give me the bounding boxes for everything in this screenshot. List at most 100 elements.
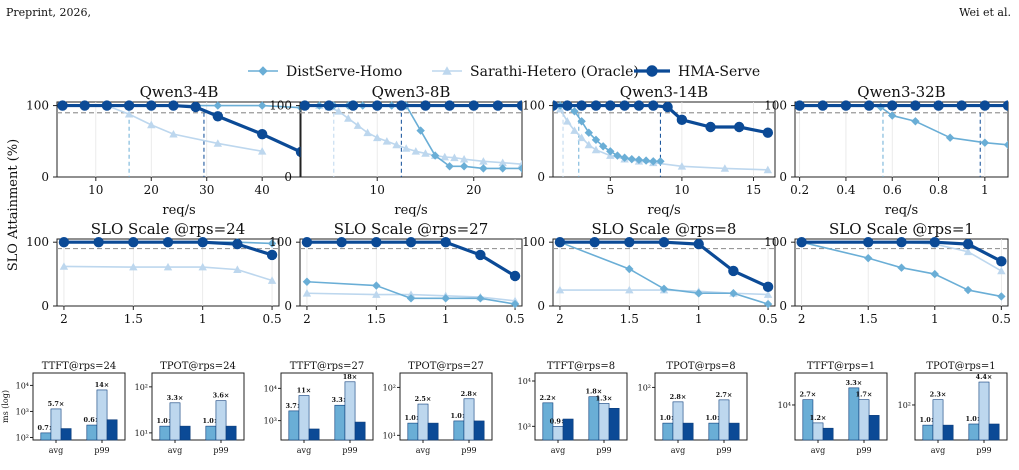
data-point-sarathi-hetero-oracle — [129, 262, 138, 271]
x-tick-label: avg — [297, 446, 311, 455]
data-point-sarathi-hetero-oracle — [479, 157, 488, 165]
axes-frame — [794, 372, 888, 441]
bar-distserve-homo-avg — [922, 424, 934, 441]
data-point-hma-serve — [589, 236, 600, 248]
data-point-hma-serve — [996, 256, 1007, 267]
x-tick-label: 2 — [60, 312, 68, 326]
data-point-sarathi-hetero-oracle — [124, 109, 134, 118]
x-tick-label: 1 — [981, 183, 989, 197]
bar-hma-serve-p99 — [868, 415, 880, 441]
data-point-hma-serve — [405, 236, 417, 248]
data-point-hma-serve — [93, 236, 104, 248]
y-tick-label: 10³ — [16, 407, 29, 416]
y-axis-label: ms (log) — [1, 390, 10, 423]
line-panel-qwen3-4b: 10 20 30 40 0 100 Qwen3-4B req/s — [26, 83, 302, 218]
data-point-sarathi-hetero-oracle — [233, 265, 242, 273]
x-tick-label: p99 — [596, 446, 611, 455]
x-tick-label: avg — [551, 446, 565, 455]
data-point-distserve-homo — [213, 101, 223, 110]
legend-label-distserve-homo: DistServe-Homo — [286, 64, 402, 80]
bar-distserve-homo-avg — [407, 422, 419, 441]
data-point-sarathi-hetero-oracle — [372, 290, 381, 298]
data-point-sarathi-hetero-oracle — [591, 145, 601, 154]
bar-sarathi-hetero-oracle-p99 — [463, 398, 475, 441]
data-point-hma-serve — [817, 100, 828, 111]
bar-distserve-homo-p99 — [453, 420, 465, 441]
data-point-distserve-homo — [888, 111, 897, 120]
bar-ratio-label: 2.7× — [799, 391, 816, 399]
bar-sarathi-hetero-oracle-p99 — [344, 381, 356, 441]
bar-ratio-label: 2.2× — [539, 394, 556, 402]
running-header-left: Preprint, 2026, — [6, 6, 91, 19]
panel-title: Qwen3-8B — [372, 83, 451, 101]
line-panel-slo-scale-rps-27: 2 1.5 1 0.5 0 100 SLO Scale @rps=27 — [269, 220, 525, 326]
data-point-distserve-homo — [729, 289, 738, 298]
panel-title: SLO Scale @rps=8 — [592, 220, 737, 238]
x-tick-label: 1.5 — [124, 312, 143, 326]
panel-title: Qwen3-14B — [620, 83, 708, 101]
data-point-sarathi-hetero-oracle — [334, 107, 343, 115]
data-point-hma-serve — [420, 100, 431, 111]
data-point-distserve-homo — [598, 142, 608, 151]
y-tick-label: 10⁴ — [518, 377, 531, 386]
panel-title: SLO Scale @rps=27 — [334, 220, 489, 238]
x-tick-label: 0.5 — [759, 312, 778, 326]
series-group — [554, 236, 774, 309]
data-point-sarathi-hetero-oracle — [302, 289, 312, 297]
data-point-sarathi-hetero-oracle — [373, 133, 382, 142]
x-tick-label: 0.6 — [883, 183, 902, 197]
data-point-sarathi-hetero-oracle — [763, 290, 773, 298]
x-tick-label: 20 — [466, 183, 481, 197]
data-point-hma-serve — [516, 100, 522, 111]
bar-sarathi-hetero-oracle-avg — [552, 426, 564, 441]
bar-ratio-label: 1.0× — [156, 417, 173, 425]
data-point-distserve-homo — [510, 299, 520, 309]
bar-ratio-label: 3.3× — [167, 394, 184, 402]
data-point-sarathi-hetero-oracle — [406, 290, 416, 298]
x-axis-label: req/s — [162, 203, 195, 218]
data-point-hma-serve — [58, 236, 70, 248]
bar-panel-tpot-rps-1: 10² 1.0× 2.3× avg 1.0× 4.4× p99 TPOT@rps=1 — [898, 361, 1008, 455]
bar-ratio-label: 14× — [95, 381, 110, 389]
data-point-sarathi-hetero-oracle — [577, 133, 586, 142]
x-tick-label: p99 — [716, 446, 731, 455]
x-tick-label: 10 — [370, 183, 385, 197]
data-point-hma-serve — [962, 238, 974, 250]
bar-sarathi-hetero-oracle-avg — [50, 408, 62, 441]
bar-distserve-homo-p99 — [86, 424, 98, 441]
series-group — [796, 236, 1007, 301]
data-point-hma-serve — [197, 236, 208, 248]
y-tick-label: 0 — [284, 299, 292, 313]
series-line-hma-serve — [801, 240, 1003, 263]
data-point-sarathi-hetero-oracle — [720, 164, 730, 172]
y-tick-label: 100 — [26, 99, 49, 113]
line-panel-slo-scale-rps-8: 2 1.5 1 0.5 0 100 SLO Scale @rps=8 — [522, 220, 778, 326]
bar-sarathi-hetero-oracle-p99 — [215, 400, 227, 441]
data-point-hma-serve — [190, 101, 201, 113]
legend-marker-sarathi-hetero-oracle — [442, 66, 452, 75]
series-line-hma-serve — [62, 103, 301, 154]
data-point-distserve-homo — [445, 162, 454, 171]
bar-ratio-label: 3.3× — [845, 379, 862, 387]
series-line-distserve-homo — [306, 280, 516, 305]
y-tick-label: 10² — [135, 383, 148, 392]
data-point-sarathi-hetero-oracle — [382, 137, 392, 145]
data-point-sarathi-hetero-oracle — [677, 162, 687, 170]
data-point-sarathi-hetero-oracle — [198, 262, 207, 271]
data-point-distserve-homo — [659, 284, 669, 293]
data-point-hma-serve — [468, 100, 479, 111]
data-point-sarathi-hetero-oracle — [440, 152, 449, 161]
series-group — [58, 236, 278, 284]
data-point-sarathi-hetero-oracle — [763, 165, 773, 174]
y-tick-label: 100 — [764, 99, 787, 113]
bar-ratio-label: 1.0× — [404, 414, 421, 422]
bar-sarathi-hetero-oracle-avg — [672, 401, 684, 441]
bar-hma-serve-avg — [427, 422, 439, 441]
data-point-distserve-homo — [441, 294, 450, 303]
x-axis-label: req/s — [394, 203, 427, 218]
data-point-sarathi-hetero-oracle — [963, 247, 973, 256]
y-tick-label: 0 — [284, 170, 292, 184]
y-tick-label: 10¹ — [135, 429, 148, 438]
y-tick-label: 100 — [522, 99, 545, 113]
